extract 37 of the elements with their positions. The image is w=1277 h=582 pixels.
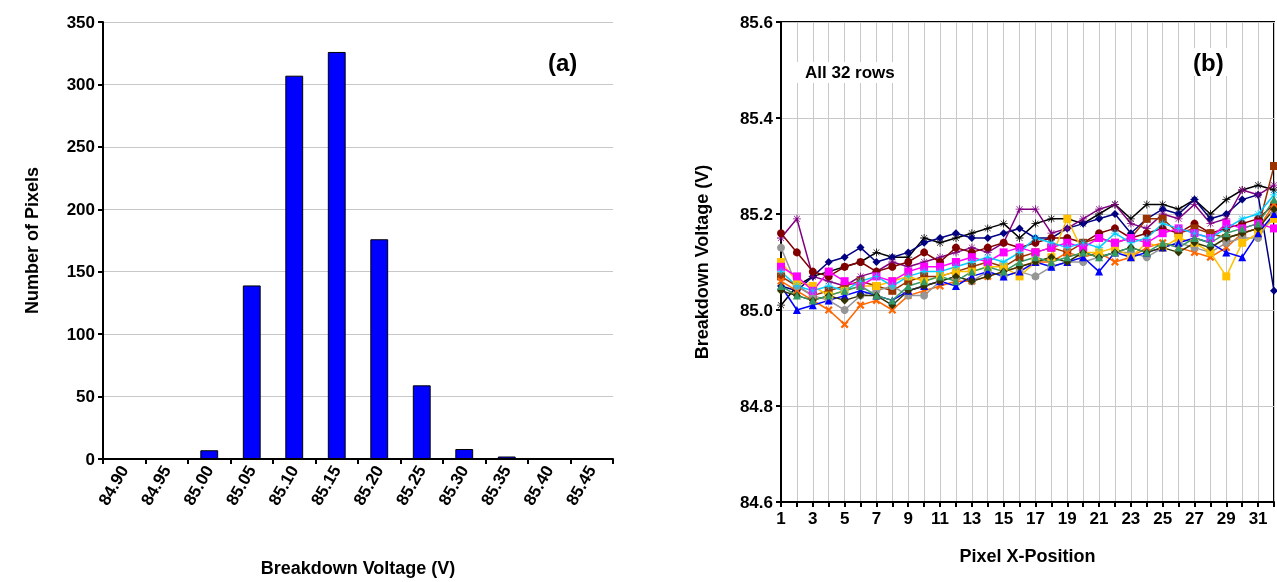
x-tick-label: 31 [1248,509,1268,528]
y-tick-label: 85.2 [739,204,773,224]
y-tick-label: 85.6 [739,12,773,32]
x-tick-label: 3 [808,509,818,528]
x-tick-label: 25 [1153,509,1173,528]
x-tick-label: 27 [1185,509,1204,528]
annotation: (b) [1193,48,1224,76]
x-tick-label: 15 [994,509,1014,528]
y-tick-label: 50 [76,387,95,407]
annotation: (a) [548,48,578,76]
y-axis-title: Breakdown Voltage (V) [692,164,712,360]
y-tick-label: 200 [66,199,95,219]
y-tick-label: 0 [85,449,95,469]
x-tick-label: 5 [839,509,850,528]
x-tick-label: 29 [1216,509,1236,528]
annotation: All 32 rows [805,63,895,82]
x-tick-label: 1 [776,509,786,528]
y-tick-label: 100 [66,324,95,344]
x-tick-label: 17 [1025,509,1045,528]
x-tick-label: 19 [1057,509,1077,528]
y-tick-label: 300 [66,74,95,94]
x-tick-label: 7 [871,509,882,528]
y-tick-label: 150 [66,262,95,282]
x-axis-title: Breakdown Voltage (V) [260,558,456,578]
y-tick-label: 84.6 [739,492,773,512]
x-tick-label: 11 [931,509,950,528]
x-tick-label: 21 [1089,509,1109,528]
x-axis-title: Pixel X-Position [959,546,1096,566]
y-tick-label: 350 [66,12,95,32]
y-tick-label: 85.4 [739,108,774,128]
x-tick-label: 13 [962,509,982,528]
x-tick-label: 9 [903,509,913,528]
y-tick-label: 85.0 [739,300,773,320]
x-tick-label: 23 [1121,509,1141,528]
y-tick-label: 250 [66,137,95,157]
y-tick-label: 84.8 [739,396,773,416]
y-axis-title: Number of Pixels [22,166,42,315]
